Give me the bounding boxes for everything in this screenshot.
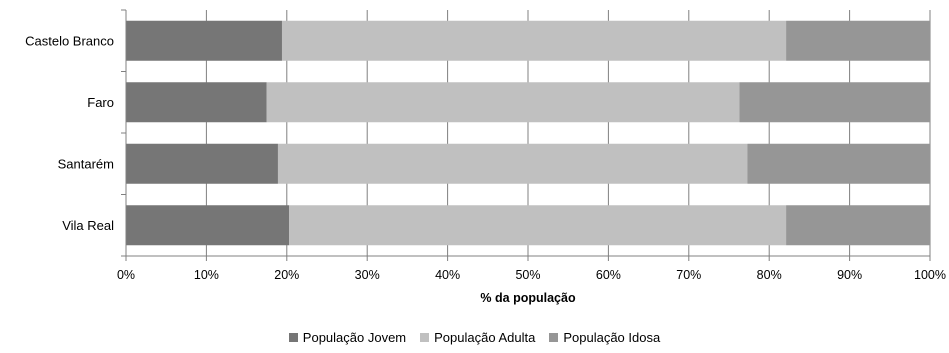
legend: População Jovem População Adulta População…	[0, 330, 949, 345]
bar-segment	[281, 20, 787, 61]
bars	[126, 20, 930, 246]
x-tick-label: 50%	[515, 268, 540, 282]
legend-swatch	[420, 333, 430, 342]
x-tick-label: 80%	[757, 268, 782, 282]
category-labels: Castelo Branco Faro Santarém Vila Real	[25, 33, 114, 233]
x-tick-label: 100%	[914, 268, 946, 282]
x-tick-label: 40%	[435, 268, 460, 282]
bar-segment	[266, 82, 740, 123]
legend-label: População Adulta	[434, 330, 536, 345]
stacked-bar-chart: Castelo Branco Faro Santarém Vila Real 0% 10…	[25, 9, 946, 305]
bar-segment	[277, 143, 748, 184]
bar-segment	[126, 82, 267, 123]
bar-segment	[747, 143, 930, 184]
bar-segment	[126, 143, 278, 184]
category-label: Vila Real	[62, 218, 114, 233]
bar-segment	[126, 205, 290, 246]
axes	[121, 9, 931, 261]
bar-segment	[126, 20, 282, 61]
legend-item: População Idosa	[549, 330, 660, 345]
x-axis-title: % da população	[480, 291, 576, 305]
x-tick-label: 30%	[355, 268, 380, 282]
legend-item: População Adulta	[420, 330, 535, 345]
legend-swatch	[288, 333, 298, 342]
legend-label: População Jovem	[302, 330, 407, 345]
bar-segment	[786, 20, 930, 61]
bar-segment	[739, 82, 930, 123]
category-label: Faro	[87, 95, 114, 110]
x-tick-label: 90%	[837, 268, 862, 282]
bar-segment	[786, 205, 930, 246]
x-tick-label: 10%	[194, 268, 219, 282]
category-label: Santarém	[58, 156, 114, 171]
x-tick-label: 0%	[117, 268, 135, 282]
x-tick-label: 60%	[596, 268, 621, 282]
legend-item: População Jovem	[288, 330, 407, 345]
legend-swatch	[549, 333, 559, 342]
bar-segment	[289, 205, 787, 246]
x-tick-label: 70%	[676, 268, 701, 282]
category-label: Castelo Branco	[25, 33, 114, 48]
x-tick-label: 20%	[274, 268, 299, 282]
x-tick-labels: 0% 10% 20% 30% 40% 50% 60% 70% 80% 90% 100%	[117, 268, 946, 282]
legend-label: População Idosa	[563, 330, 661, 345]
